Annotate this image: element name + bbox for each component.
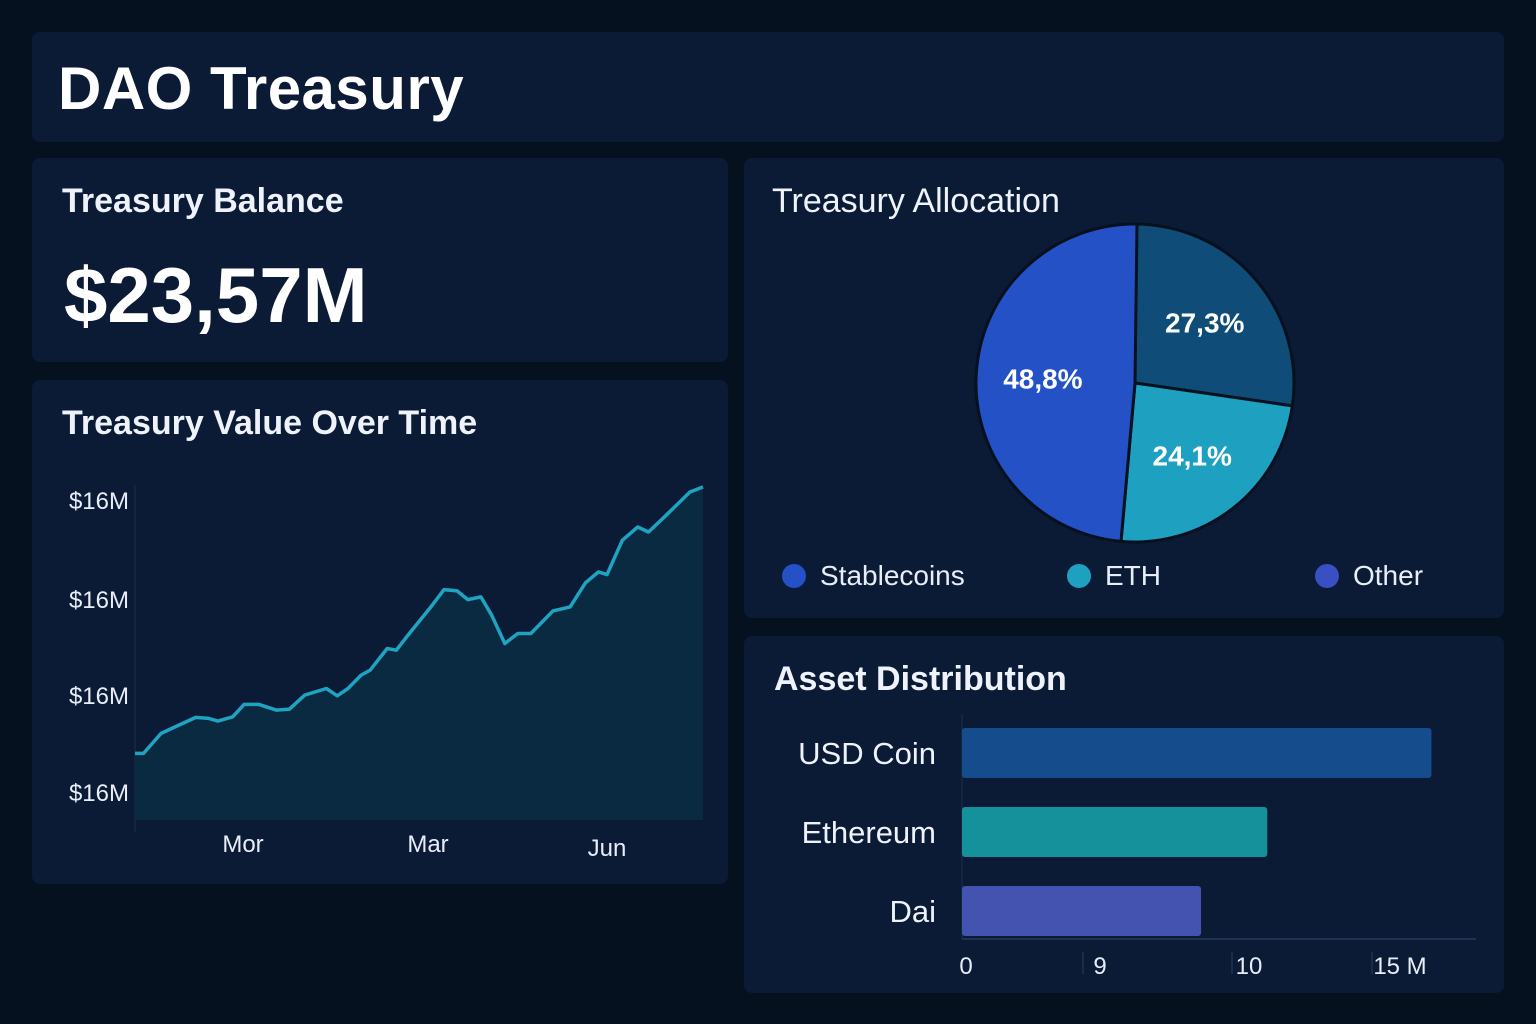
x-tick-label: Mar xyxy=(407,831,448,858)
pie-chart-title: Treasury Allocation xyxy=(772,182,1060,220)
value-over-time-card: Treasury Value Over Time $16M $16M $16M $16… xyxy=(32,380,728,884)
stablecoins-swatch xyxy=(782,564,806,588)
x-tick-label: 10 xyxy=(1236,953,1263,980)
y-tick-label: $16M xyxy=(69,683,129,710)
x-tick-label: 0 xyxy=(959,953,972,980)
legend-eth: ETH xyxy=(1067,560,1161,592)
slice-label: 48,8% xyxy=(1003,363,1082,394)
pie-slice xyxy=(974,222,1139,544)
category-label: Dai xyxy=(889,894,936,929)
series-line xyxy=(135,485,704,756)
line-chart: $16M $16M $16M $16M Mor Mar Jun xyxy=(69,485,704,862)
header-panel: DAO Treasury xyxy=(32,32,1504,142)
area-fill xyxy=(135,487,703,820)
asset-distribution-card: Asset Distribution USD Coin Ethereum Dai 0 9… xyxy=(744,636,1504,993)
slice-label: 24,1% xyxy=(1153,440,1232,471)
bar-ethereum xyxy=(962,807,1268,857)
x-tick-label: 15 M xyxy=(1373,953,1426,980)
bar-usd-coin xyxy=(962,728,1432,778)
category-label: Ethereum xyxy=(802,815,936,850)
y-tick-label: $16M xyxy=(69,587,129,614)
x-tick-label: 9 xyxy=(1093,953,1106,980)
eth-swatch xyxy=(1067,564,1091,588)
page-title: DAO Treasury xyxy=(58,55,465,122)
legend-other: Other xyxy=(1315,560,1423,592)
x-tick-label: Jun xyxy=(588,835,627,862)
allocation-card: Treasury Allocation 27,3% 24,1% 48,8% Stab… xyxy=(744,158,1504,618)
bar-dai xyxy=(962,886,1202,936)
legend-label: ETH xyxy=(1105,560,1161,591)
bar-chart: USD Coin Ethereum Dai 0 9 10 15 M xyxy=(798,714,1476,980)
category-label: USD Coin xyxy=(798,736,936,771)
balance-value: $23,57M xyxy=(64,251,368,339)
treasury-balance-card: Treasury Balance $23,57M xyxy=(32,158,728,362)
pie-slice xyxy=(1119,381,1295,544)
balance-title: Treasury Balance xyxy=(62,182,344,220)
other-swatch xyxy=(1315,564,1339,588)
pie-chart: 27,3% 24,1% 48,8% xyxy=(974,222,1296,544)
legend-label: Other xyxy=(1353,560,1424,591)
line-chart-title: Treasury Value Over Time xyxy=(62,404,478,442)
y-tick-label: $16M xyxy=(69,488,129,515)
y-tick-label: $16M xyxy=(69,780,129,807)
bar-chart-title: Asset Distribution xyxy=(774,660,1067,698)
legend-label: Stablecoins xyxy=(820,560,965,591)
x-tick-label: Mor xyxy=(222,831,263,858)
pie-slice xyxy=(1133,222,1296,408)
slice-label: 27,3% xyxy=(1165,308,1244,339)
legend-stablecoins: Stablecoins xyxy=(782,560,965,592)
